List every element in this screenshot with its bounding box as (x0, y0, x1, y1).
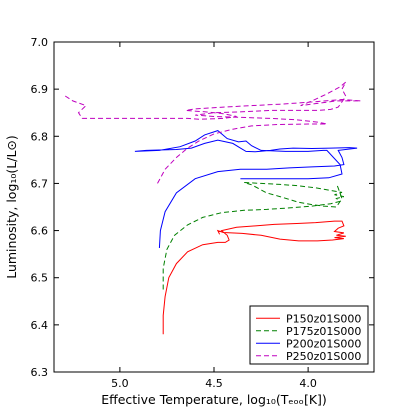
series-line-p200z01s000 (135, 131, 357, 248)
legend-label-p250z01s000: P250z01S000 (286, 350, 361, 363)
y-tick-label: 6.3 (31, 366, 49, 379)
y-tick-label: 6.8 (31, 130, 49, 143)
legend: P150z01S000P175z01S000P200z01S000P250z01… (250, 306, 368, 364)
series-line-p175z01s000 (163, 183, 344, 290)
x-tick-label: 4.0 (299, 377, 317, 390)
legend-label-p150z01s000: P150z01S000 (286, 312, 361, 325)
y-tick-label: 6.7 (31, 177, 49, 190)
y-tick-label: 6.4 (31, 319, 49, 332)
y-tick-label: 6.9 (31, 83, 49, 96)
legend-label-p175z01s000: P175z01S000 (286, 325, 361, 338)
y-tick-label: 6.5 (31, 272, 49, 285)
y-axis-label: Luminosity, log₁₀(L/L⊙) (4, 135, 19, 279)
y-tick-label: 7.0 (31, 36, 49, 49)
legend-label-p200z01s000: P200z01S000 (286, 337, 361, 350)
series-layer (63, 82, 360, 334)
x-tick-label: 4.5 (205, 377, 223, 390)
x-axis-label: Effective Temperature, log₁₀(Tₑₒₒ[K]) (101, 392, 327, 407)
y-tick-label: 6.6 (31, 225, 49, 238)
x-tick-label: 5.0 (111, 377, 129, 390)
